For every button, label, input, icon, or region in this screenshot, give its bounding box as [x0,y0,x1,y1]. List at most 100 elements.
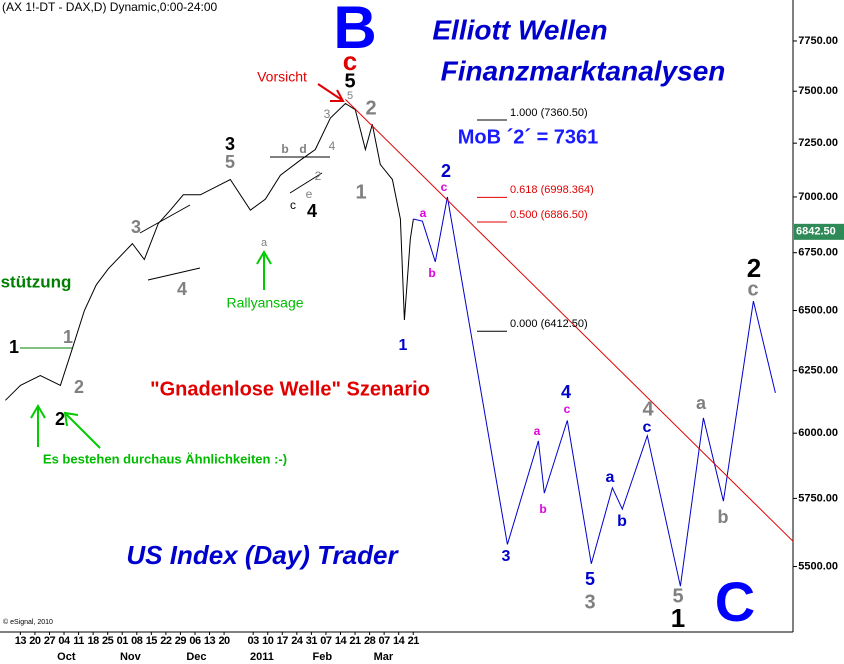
annotation: 2 [747,253,761,283]
annotation: b [718,507,729,527]
annotation: c [290,198,296,212]
x-tick-label: 07 [320,635,332,647]
annotation: 2 [365,97,376,119]
annotation: 4 [329,139,336,153]
series-line [5,102,414,401]
annotation: stützung [1,272,72,291]
x-tick-label: 20 [218,635,230,647]
annotation: 4 [177,279,187,299]
annotation: b [617,513,627,530]
annotation: c [441,180,448,194]
x-tick-label: 04 [58,635,71,647]
y-tick-label: 6750.00 [798,247,838,259]
x-tick-label: 15 [146,635,158,647]
x-tick-label: 13 [15,635,27,647]
annotation: 5 [225,152,235,172]
x-tick-label: 14 [335,635,348,647]
x-tick-label: 21 [349,635,361,647]
month-label: Oct [57,651,76,663]
x-tick-label: 28 [364,635,376,647]
arrow [63,411,101,449]
annotation: c [564,402,571,416]
annotation: 3 [225,134,235,154]
annotation: b [539,502,546,516]
annotation: Es bestehen durchaus Ähnlichkeiten :-) [43,451,287,466]
price-marker [794,223,844,240]
arrows [20,83,345,449]
annotation: 3 [131,217,141,237]
annotation: 5 [347,90,353,102]
arrow [30,404,46,447]
x-tick-label: 03 [248,635,260,647]
month-label: 2011 [250,651,274,663]
month-label: Dec [186,651,206,663]
y-tick-label: 7500.00 [798,85,838,97]
annotation: MoB ´2´ = 7361 [458,126,599,148]
annotation: e [306,187,313,201]
x-tick-label: 25 [102,635,114,647]
arrow [256,250,272,290]
month-label: Nov [120,651,142,663]
x-tick-label: 20 [29,635,41,647]
annotation: B [333,0,376,61]
annotation: Vorsicht [257,69,307,85]
annotation: 2 [315,169,322,183]
annotation: 2 [55,409,65,429]
annotation: 3 [584,591,595,613]
annotation: Finanzmarktanalysen [441,55,726,86]
annotation: 4 [561,382,571,402]
month-label: Feb [313,651,333,663]
x-tick-label: 21 [408,635,420,647]
x-tick-label: 06 [189,635,201,647]
annotation: c [343,46,357,76]
y-tick-label: 6000.00 [798,427,838,439]
x-tick-label: 17 [277,635,289,647]
annotation: 2 [441,161,451,181]
annotation: "Gnadenlose Welle" Szenario [150,378,430,400]
series-line [413,196,776,587]
annotation: a [696,393,707,413]
annotation: a [261,237,268,249]
y-tick-label: 5500.00 [798,560,838,572]
annotation: US Index (Day) Trader [126,540,399,570]
x-tick-label: 14 [393,635,406,647]
annotation: 5 [672,585,683,607]
channel-line [139,156,330,281]
x-tick-label: 31 [306,635,318,647]
annotation: 3 [502,548,511,565]
annotation: c [643,419,652,436]
y-tick-label: 7250.00 [798,137,838,149]
annotation: 1 [671,603,685,633]
annotation: 4 [642,398,654,420]
x-tick-label: 13 [204,635,216,647]
annotation: Rallyansage [226,295,303,311]
x-tick-label: 27 [44,635,56,647]
y-tick-label: 7000.00 [798,191,838,203]
annotation: 1 [399,337,408,354]
annotation: 5 [585,569,595,589]
annotation: a [420,206,427,220]
annotation: b [281,142,288,156]
x-tick-label: 08 [131,635,143,647]
y-tick-label: 7750.00 [798,35,838,47]
fib-label: 0.500 (6886.50) [510,209,588,221]
x-tick-label: 01 [117,635,129,647]
arrow [317,83,345,102]
annotation: Elliott Wellen [432,14,607,45]
annotation: 3 [324,107,331,121]
annotation: © eSignal, 2010 [3,618,53,626]
fib-label: 0.618 (6998.364) [510,184,594,196]
annotation: 2 [74,377,84,397]
annotation: 1 [63,327,73,347]
annotation: 1 [9,337,19,357]
x-tick-label: 24 [291,635,304,647]
x-tick-label: 29 [175,635,187,647]
annotation: b [428,266,435,280]
x-tick-label: 07 [379,635,391,647]
chart-title: (AX 1!-DT - DAX,D) Dynamic,0:00-24:00 [2,0,218,14]
y-tick-label: 5750.00 [798,492,838,504]
y-tick-label: 6250.00 [798,365,838,377]
x-tick-label: 22 [160,635,172,647]
